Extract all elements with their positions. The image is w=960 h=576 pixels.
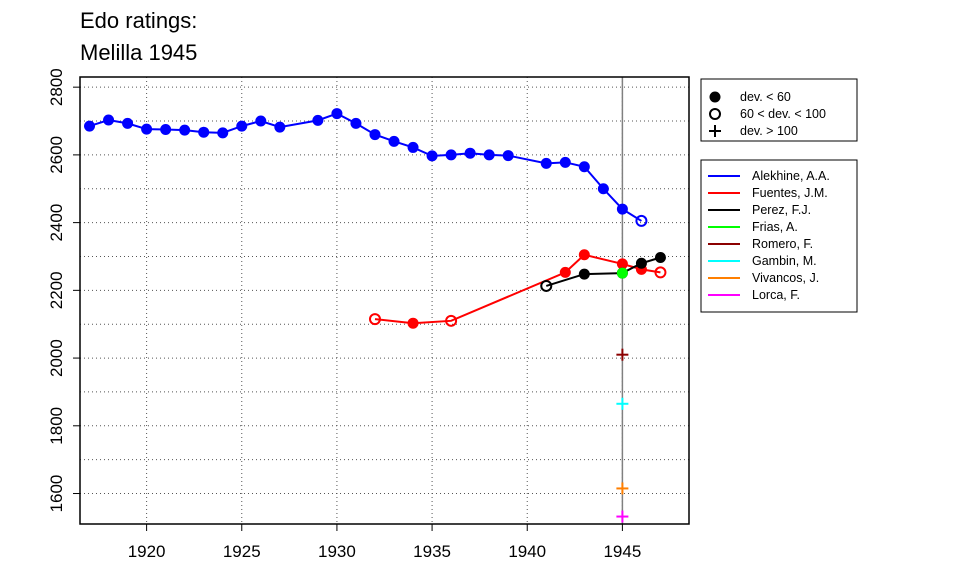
data-point xyxy=(198,126,210,138)
data-point xyxy=(616,397,629,410)
data-point xyxy=(464,147,476,159)
data-point xyxy=(445,149,457,161)
legend-markers-box xyxy=(700,78,858,142)
series-4 xyxy=(616,348,629,361)
data-point xyxy=(274,121,286,133)
x-tick-label: 1930 xyxy=(318,542,356,561)
data-point xyxy=(559,266,571,278)
data-point xyxy=(407,141,419,153)
chart-title-line-1: Edo ratings: xyxy=(80,8,198,33)
x-tick-label: 1925 xyxy=(223,542,261,561)
legend-series-label: Perez, F.J. xyxy=(752,203,811,217)
data-point xyxy=(578,249,590,261)
legend-marker-label: 60 < dev. < 100 xyxy=(740,107,826,121)
series-1 xyxy=(368,249,667,329)
data-point xyxy=(616,203,628,215)
data-point xyxy=(616,348,629,361)
data-point xyxy=(597,183,609,195)
data-point xyxy=(426,150,438,162)
data-point xyxy=(141,123,153,135)
data-point xyxy=(122,117,134,129)
legend-marker-label: dev. < 60 xyxy=(740,90,791,104)
y-tick-label: 1800 xyxy=(47,407,66,445)
data-point xyxy=(578,161,590,173)
legend-series-label: Lorca, F. xyxy=(752,288,800,302)
data-point xyxy=(179,124,191,136)
y-tick-label: 1600 xyxy=(47,475,66,513)
legend-series-label: Gambin, M. xyxy=(752,254,817,268)
data-point xyxy=(540,279,553,292)
data-point xyxy=(502,150,514,162)
series-0 xyxy=(84,108,648,227)
legend-series-label: Frias, A. xyxy=(752,220,798,234)
legend-series-label: Alekhine, A.A. xyxy=(752,169,830,183)
data-point xyxy=(578,268,590,280)
data-point xyxy=(312,114,324,126)
data-point xyxy=(103,114,115,126)
series-6 xyxy=(616,482,629,495)
data-point xyxy=(654,251,666,263)
legend-marker-symbol xyxy=(709,125,721,137)
data-point xyxy=(616,482,629,495)
y-tick-label: 2000 xyxy=(47,339,66,377)
legend-series-box xyxy=(700,159,858,313)
plot-frame xyxy=(79,76,690,525)
data-point xyxy=(654,266,667,279)
data-point xyxy=(635,257,647,269)
data-point xyxy=(236,120,248,132)
data-point xyxy=(368,313,381,326)
data-point xyxy=(407,317,419,329)
legend-markers: dev. < 60 60 < dev. < 100 dev. > 100 xyxy=(700,78,858,142)
data-point xyxy=(388,135,400,147)
data-point xyxy=(616,510,629,523)
x-tick-label: 1920 xyxy=(128,542,166,561)
legend-marker-label: dev. > 100 xyxy=(740,124,798,138)
data-point xyxy=(84,120,96,132)
data-point xyxy=(255,115,267,127)
legend-series-label: Vivancos, J. xyxy=(752,271,819,285)
x-tick-label: 1940 xyxy=(508,542,546,561)
data-point xyxy=(217,127,229,139)
y-tick-label: 2800 xyxy=(47,68,66,106)
legend-marker-symbol xyxy=(709,108,721,120)
data-point xyxy=(331,108,343,120)
data-point xyxy=(369,129,381,141)
legend-series: Alekhine, A.A. Fuentes, J.M. Perez, F.J. Fr… xyxy=(700,159,858,313)
data-point xyxy=(559,156,571,168)
y-tick-label: 2400 xyxy=(47,204,66,242)
legend-marker-symbol xyxy=(709,91,721,103)
series-3 xyxy=(616,267,628,279)
data-point xyxy=(483,149,495,161)
data-point xyxy=(635,214,648,227)
data-point xyxy=(616,267,628,279)
y-tick-label: 2200 xyxy=(47,271,66,309)
grid-lines xyxy=(80,77,689,524)
x-axis: 1920 1925 1930 1935 1940 1945 xyxy=(128,524,641,561)
series-7 xyxy=(616,510,629,523)
x-tick-label: 1945 xyxy=(603,542,641,561)
data-point xyxy=(445,314,458,327)
chart-title-line-2: Melilla 1945 xyxy=(80,40,198,65)
data-point xyxy=(540,157,552,169)
x-tick-label: 1935 xyxy=(413,542,451,561)
y-tick-label: 2600 xyxy=(47,136,66,174)
data-point xyxy=(616,258,628,270)
legend-series-label: Fuentes, J.M. xyxy=(752,186,828,200)
data-point xyxy=(160,123,172,135)
series-line xyxy=(89,112,642,222)
y-axis: 1600 1800 2000 2200 2400 2600 2800 xyxy=(47,68,80,512)
legend-series-label: Romero, F. xyxy=(752,237,813,251)
series-5 xyxy=(616,397,629,410)
data-point xyxy=(350,117,362,129)
